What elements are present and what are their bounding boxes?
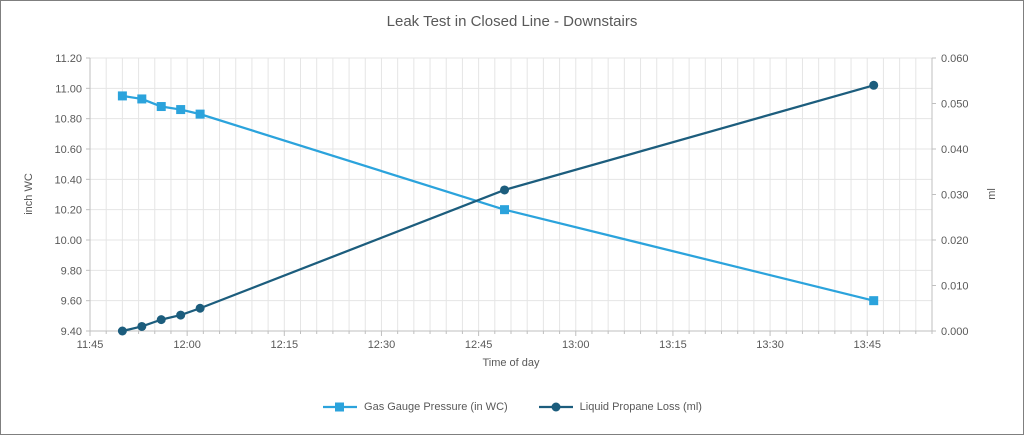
legend-label-gas-gauge-pressure: Gas Gauge Pressure (in WC) [364,401,508,413]
y-left-tick-label: 9.60 [61,296,82,308]
y-left-tick-label: 10.20 [54,205,82,217]
data-point-circle[interactable] [117,326,127,336]
x-tick-label: 13:00 [562,339,590,351]
y-left-tick-label: 10.80 [54,114,82,126]
y-left-tick-label: 9.40 [61,326,82,338]
data-point-square[interactable] [195,109,205,119]
x-tick-label: 12:00 [173,339,201,351]
y-axis-left-title: inch WC [23,173,35,215]
data-point-square[interactable] [156,102,166,112]
y-right-tick-label: 0.050 [941,99,969,111]
data-point-square[interactable] [176,105,186,115]
y-left-tick-label: 11.00 [55,83,82,95]
y-right-tick-label: 0.010 [941,281,969,293]
y-right-tick-label: 0.000 [941,326,969,338]
x-tick-label: 12:45 [465,339,493,351]
y-right-tick-label: 0.060 [941,53,969,65]
data-point-square[interactable] [500,205,510,215]
data-point-circle[interactable] [156,315,166,325]
legend-circle-marker-icon [538,402,573,412]
y-left-tick-label: 11.20 [55,53,82,65]
data-point-square[interactable] [117,91,127,101]
x-tick-label: 13:30 [756,339,784,351]
data-point-circle[interactable] [869,80,879,90]
y-left-tick-label: 10.60 [54,144,82,156]
data-point-circle[interactable] [500,185,510,195]
legend-item-gas-gauge-pressure[interactable]: Gas Gauge Pressure (in WC) [322,401,508,413]
x-tick-label: 12:30 [368,339,396,351]
y-left-tick-label: 10.00 [54,235,82,247]
x-tick-label: 13:45 [853,339,881,351]
x-tick-label: 13:15 [659,339,687,351]
legend-label-liquid-propane-loss: Liquid Propane Loss (ml) [579,401,702,413]
chart-plot-area[interactable]: 11.20 11.00 10.80 10.60 10.40 10.20 10.00 9.80 9… [1,1,1024,396]
legend-circle [551,402,561,412]
legend-item-liquid-propane-loss[interactable]: Liquid Propane Loss (ml) [538,401,702,413]
legend-square-marker-icon [323,402,358,412]
y-left-tick-label: 10.40 [54,174,82,186]
data-point-square[interactable] [869,296,879,306]
legend: Gas Gauge Pressure (in WC) Liquid Propan… [1,401,1023,413]
y-left-tick-label: 9.80 [61,265,82,277]
y-right-tick-label: 0.040 [941,144,969,156]
x-tick-label: 12:15 [271,339,299,351]
data-point-square[interactable] [137,94,147,104]
legend-square [335,402,345,412]
x-axis-title: Time of day [482,357,540,369]
data-point-circle[interactable] [195,303,205,313]
y-right-tick-label: 0.020 [941,235,969,247]
data-point-circle[interactable] [137,321,147,331]
chart-title: Leak Test in Closed Line - Downstairs [386,13,638,30]
data-point-circle[interactable] [176,310,186,320]
y-axis-right-title: ml [986,188,998,200]
x-tick-label: 11:45 [77,339,104,351]
y-right-tick-label: 0.030 [941,190,969,202]
